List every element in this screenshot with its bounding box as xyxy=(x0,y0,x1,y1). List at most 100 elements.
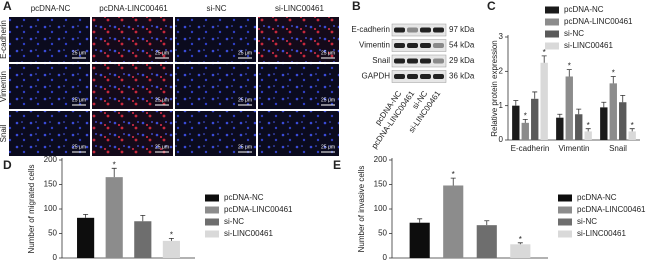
bar xyxy=(540,62,548,140)
column-header: pcDNA-NC xyxy=(31,4,71,13)
micrograph xyxy=(9,17,90,62)
protein-label: Snail xyxy=(372,56,390,65)
blot-band xyxy=(420,27,431,33)
micrograph xyxy=(9,111,90,156)
error-bar xyxy=(541,55,547,63)
significance-mark: * xyxy=(543,48,546,57)
legend-swatch xyxy=(545,30,559,38)
error-bar xyxy=(566,69,572,77)
scale-label: 25 μm xyxy=(238,144,252,150)
blot-strip xyxy=(391,54,447,68)
blot-band xyxy=(420,58,431,64)
scale-label: 25 μm xyxy=(72,97,86,103)
error-bar xyxy=(576,108,582,115)
panel-label: A xyxy=(3,0,12,13)
scale-label: 25 μm xyxy=(155,50,169,56)
bar xyxy=(600,107,608,140)
error-bar xyxy=(601,101,607,108)
bar xyxy=(105,177,123,258)
legend-swatch xyxy=(205,206,219,214)
legend-label: si-NC xyxy=(564,29,584,38)
column-header: pcDNA-LINC00461 xyxy=(99,4,168,13)
x-tick-label: Snail xyxy=(609,144,627,153)
error-bar xyxy=(532,91,538,99)
legend-swatch xyxy=(205,218,219,226)
error-bar xyxy=(484,220,490,226)
legend-swatch xyxy=(545,18,559,26)
error-bar xyxy=(557,113,563,118)
y-axis-label: Relative protein expression xyxy=(490,40,499,137)
micrograph xyxy=(175,17,256,62)
micrograph xyxy=(258,64,339,109)
row-label: E-cadherin xyxy=(0,20,8,59)
significance-mark: * xyxy=(170,231,173,240)
legend-label: pcDNA-NC xyxy=(224,193,264,202)
bar xyxy=(77,217,95,258)
legend-label: si-LINC00461 xyxy=(577,229,626,238)
error-bar xyxy=(417,218,423,223)
panel-label: E xyxy=(333,158,341,172)
legend-label: pcDNA-NC xyxy=(564,5,604,14)
blot-band xyxy=(420,43,431,48)
legend-swatch xyxy=(205,230,219,238)
y-tick-label: 1 xyxy=(499,101,504,110)
scale-label: 25 μm xyxy=(72,50,86,56)
protein-label: E-cadherin xyxy=(351,25,390,34)
y-axis-label: Number of invasive cells xyxy=(357,166,366,253)
legend-label: si-LINC00461 xyxy=(224,229,273,238)
y-tick-label: 0 xyxy=(383,253,388,262)
significance-mark: * xyxy=(452,170,455,179)
y-tick-label: 150 xyxy=(44,180,58,189)
error-bar xyxy=(620,94,626,103)
column-header: si-LINC00461 xyxy=(275,4,324,13)
blot-band xyxy=(394,43,405,48)
blot-band xyxy=(420,74,431,79)
y-tick-label: 200 xyxy=(44,155,58,164)
error-bar xyxy=(585,128,591,132)
blot-band xyxy=(407,43,418,48)
y-tick-label: 100 xyxy=(374,204,388,213)
bar xyxy=(134,221,152,258)
y-tick-label: 100 xyxy=(44,204,58,213)
size-label: 36 kDa xyxy=(449,72,475,81)
blot-band xyxy=(433,43,444,48)
scale-label: 25 μm xyxy=(155,144,169,150)
error-bar xyxy=(111,167,117,178)
column-header: si-NC xyxy=(207,4,227,13)
significance-mark: * xyxy=(612,69,615,78)
bar xyxy=(584,131,592,140)
blot-strip xyxy=(391,39,447,52)
bar xyxy=(510,244,531,258)
x-tick-label: Vimentin xyxy=(559,144,590,153)
legend-swatch xyxy=(558,218,572,226)
legend-label: pcDNA-LINC00461 xyxy=(224,205,293,214)
micrograph xyxy=(175,64,256,109)
row-label: Snail xyxy=(0,124,8,142)
blot-band xyxy=(433,74,444,79)
blot-band xyxy=(394,74,405,79)
significance-mark: * xyxy=(568,62,571,71)
bar xyxy=(521,122,529,140)
significance-mark: * xyxy=(631,121,634,130)
y-tick-label: 200 xyxy=(374,155,388,164)
x-tick-label: E-cadherin xyxy=(511,144,550,153)
scale-label: 25 μm xyxy=(321,97,335,103)
blot-strip xyxy=(391,23,447,37)
y-tick-label: 2 xyxy=(499,66,504,75)
bar xyxy=(628,131,636,140)
error-bar xyxy=(522,119,528,123)
panel-label: B xyxy=(352,0,361,13)
legend-swatch xyxy=(558,194,572,202)
blot-band xyxy=(407,74,418,79)
significance-mark: * xyxy=(113,160,116,169)
panel-label: C xyxy=(487,0,496,13)
error-bar xyxy=(513,100,519,106)
row-label: Vimentin xyxy=(0,71,8,102)
bar xyxy=(575,114,583,140)
significance-mark: * xyxy=(519,235,522,244)
legend-label: pcDNA-LINC00461 xyxy=(577,205,646,214)
bar xyxy=(443,185,464,258)
y-tick-label: 150 xyxy=(374,180,388,189)
scale-label: 25 μm xyxy=(321,50,335,56)
